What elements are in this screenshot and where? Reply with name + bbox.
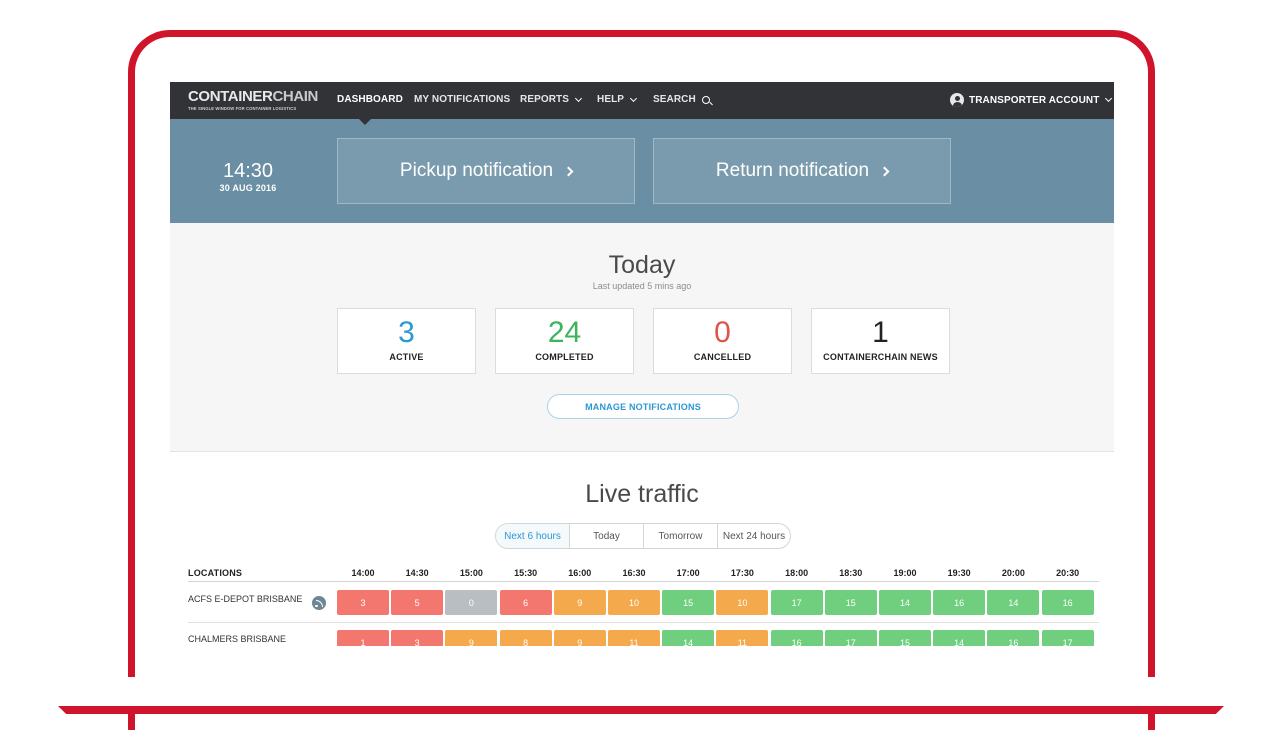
stat-news[interactable]: 1 CONTAINERCHAIN NEWS	[811, 308, 950, 374]
traffic-slot-cell[interactable]: 9	[445, 630, 498, 646]
stat-label: CONTAINERCHAIN NEWS	[823, 352, 938, 362]
location-name: CHALMERS BRISBANE	[188, 634, 287, 644]
stat-completed[interactable]: 24 COMPLETED	[495, 308, 634, 374]
stat-value: 24	[547, 316, 582, 349]
logo-tagline: THE SINGLE WINDOW FOR CONTAINER LOGISTIC…	[188, 106, 297, 111]
traffic-slot-cell[interactable]: 14	[987, 590, 1040, 615]
laptop-base	[58, 706, 1224, 714]
time-column-header: 19:30	[947, 568, 971, 578]
user-icon	[950, 93, 964, 107]
live-traffic-title: Live traffic	[585, 480, 699, 508]
chevron-right-icon	[563, 166, 574, 176]
top-navigation: CONTAINERCHAIN THE SINGLE WINDOW FOR CON…	[170, 82, 1114, 119]
active-nav-indicator	[359, 119, 371, 125]
time-column-header: 14:30	[405, 568, 429, 578]
stat-active[interactable]: 3 ACTIVE	[337, 308, 476, 374]
nav-search[interactable]: SEARCH	[653, 94, 710, 105]
clock-time: 14:30	[222, 160, 274, 182]
traffic-slot-cell[interactable]: 9	[553, 630, 606, 646]
current-time: 14:30 30 AUG 2016	[198, 160, 298, 193]
chevron-right-icon	[879, 166, 890, 176]
time-column-header: 14:00	[351, 568, 375, 578]
nav-reports[interactable]: REPORTS	[520, 94, 583, 105]
clock-date: 30 AUG 2016	[219, 183, 277, 193]
chevron-down-icon	[630, 94, 638, 102]
stat-cancelled[interactable]: 0 CANCELLED	[653, 308, 792, 374]
time-column-header: 15:30	[514, 568, 538, 578]
time-column-header: 16:30	[622, 568, 646, 578]
traffic-slot-cell[interactable]: 16	[770, 630, 823, 646]
stat-label: COMPLETED	[535, 352, 594, 362]
pickup-notification-button[interactable]: Pickup notification	[337, 138, 635, 204]
traffic-slot-cell[interactable]: 11	[608, 630, 660, 646]
traffic-slot-cell[interactable]: 0	[445, 590, 498, 615]
hero-banner: 14:30 30 AUG 2016 Pickup notification Re…	[170, 119, 1114, 223]
stat-value: 3	[398, 316, 415, 349]
traffic-slot-cell[interactable]: 8	[499, 630, 552, 646]
time-column-header: 17:30	[730, 568, 754, 578]
stat-value: 1	[872, 316, 889, 349]
traffic-slot-cell[interactable]: 5	[391, 590, 444, 615]
time-column-header: 17:00	[676, 568, 700, 578]
tab-today[interactable]: Today	[569, 524, 643, 548]
traffic-slot-cell[interactable]: 11	[716, 630, 769, 646]
traffic-slot-cell[interactable]: 14	[879, 590, 931, 615]
tab-next-24-hours[interactable]: Next 24 hours	[717, 524, 790, 548]
traffic-slot-cell[interactable]: 6	[499, 590, 552, 615]
time-column-header: 15:00	[459, 568, 483, 578]
traffic-slot-cell[interactable]: 16	[1041, 590, 1094, 615]
return-notification-button[interactable]: Return notification	[653, 138, 951, 204]
traffic-slot-cell[interactable]: 3	[391, 630, 444, 646]
traffic-grid-header: LOCATIONS 14:00 14:30 15:00 15:30 16:00 16:30…	[188, 568, 1099, 582]
today-title: Today	[608, 251, 676, 279]
time-column-header: 18:30	[839, 568, 863, 578]
location-name: ACFS E-DEPOT BRISBANE	[188, 594, 303, 604]
nav-help[interactable]: HELP	[597, 94, 638, 105]
last-updated-text: Last updated 5 mins ago	[592, 281, 692, 291]
locations-column-header: LOCATIONS	[188, 568, 243, 578]
tab-next-6-hours[interactable]: Next 6 hours	[496, 524, 569, 548]
app-screen: CONTAINERCHAIN THE SINGLE WINDOW FOR CON…	[170, 82, 1114, 646]
traffic-slot-cell[interactable]: 10	[608, 590, 660, 615]
time-column-header: 20:00	[1001, 568, 1025, 578]
containerchain-logo[interactable]: CONTAINERCHAIN THE SINGLE WINDOW FOR CON…	[188, 88, 318, 111]
time-column-header: 20:30	[1056, 568, 1080, 578]
nav-my-notifications[interactable]: MY NOTIFICATIONS	[414, 94, 511, 105]
time-column-header: 18:00	[785, 568, 809, 578]
logo-wordmark: CONTAINERCHAIN	[188, 88, 318, 105]
stat-value: 0	[714, 316, 731, 349]
search-icon	[701, 95, 710, 104]
traffic-slot-cell[interactable]: 15	[879, 630, 931, 646]
traffic-slot-cell[interactable]: 3	[337, 590, 389, 615]
traffic-row[interactable]: CHALMERS BRISBANE 1 3 9 8 9 11 14 11 16 17 15 14 16 17	[188, 623, 1099, 646]
traffic-slot-cell[interactable]: 14	[662, 630, 715, 646]
chevron-down-icon	[1105, 94, 1113, 103]
tab-tomorrow[interactable]: Tomorrow	[643, 524, 717, 548]
account-menu[interactable]: TRANSPORTER ACCOUNT	[950, 93, 1113, 107]
traffic-row[interactable]: ACFS E-DEPOT BRISBANE 3 5 0 6 9 10 15 10 17 15 14 16…	[188, 583, 1099, 623]
laptop-gap	[0, 677, 1280, 706]
traffic-slot-cell[interactable]: 16	[933, 590, 986, 615]
time-column-header: 16:00	[568, 568, 592, 578]
stat-label: CANCELLED	[693, 352, 752, 362]
traffic-slot-cell[interactable]: 15	[662, 590, 715, 615]
traffic-slot-cell[interactable]: 9	[553, 590, 606, 615]
traffic-slot-cell[interactable]: 15	[824, 590, 877, 615]
chevron-down-icon	[575, 94, 583, 102]
rss-icon[interactable]	[312, 596, 326, 610]
traffic-slot-cell[interactable]: 17	[1041, 630, 1094, 646]
manage-notifications-button[interactable]: MANAGE NOTIFICATIONS	[547, 394, 739, 419]
traffic-slot-cell[interactable]: 10	[716, 590, 769, 615]
traffic-slot-cell[interactable]: 1	[337, 630, 389, 646]
traffic-slot-cell[interactable]: 16	[987, 630, 1040, 646]
traffic-slot-cell[interactable]: 14	[933, 630, 986, 646]
traffic-slot-cell[interactable]: 17	[770, 590, 823, 615]
traffic-slot-cell[interactable]: 17	[824, 630, 877, 646]
stat-label: ACTIVE	[389, 352, 424, 362]
traffic-range-tabs: Next 6 hours Today Tomorrow Next 24 hour…	[495, 523, 791, 549]
time-column-header: 19:00	[893, 568, 917, 578]
today-section: Today Last updated 5 mins ago 3 ACTIVE 2…	[170, 223, 1114, 452]
nav-dashboard[interactable]: DASHBOARD	[337, 94, 403, 105]
